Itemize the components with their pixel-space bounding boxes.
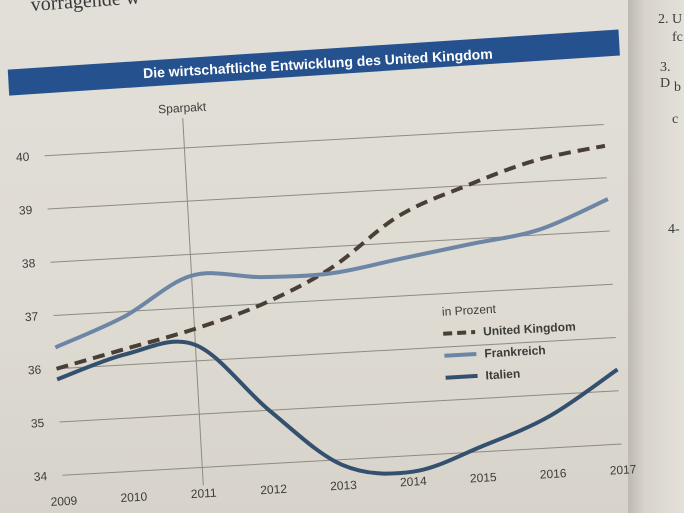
sparpakt-label: Sparpakt bbox=[158, 100, 207, 117]
grid-line bbox=[53, 283, 613, 316]
x-tick-label: 2017 bbox=[609, 462, 637, 477]
series-line-frankreich bbox=[54, 197, 609, 350]
legend: in Prozent United Kingdom Frankreich Itali… bbox=[442, 302, 576, 383]
margin-text-fragment: 4- bbox=[668, 222, 680, 237]
margin-text-fragment: c bbox=[672, 112, 679, 127]
y-tick-label: 38 bbox=[22, 256, 36, 271]
next-page-gutter bbox=[628, 0, 684, 513]
y-tick-label: 39 bbox=[19, 203, 33, 218]
series-lines bbox=[54, 143, 619, 476]
grid-line bbox=[56, 336, 616, 370]
sparpakt-annotation: Sparpakt bbox=[158, 100, 207, 486]
grid-line bbox=[47, 177, 607, 210]
margin-text-fragment: 3. D bbox=[660, 60, 671, 91]
legend-swatch bbox=[444, 351, 477, 358]
x-axis-ticks: 2009 2010 2011 2012 2013 2014 2015 2016 2017 bbox=[50, 462, 637, 509]
x-tick-label: 2013 bbox=[330, 478, 358, 493]
legend-label: United Kingdom bbox=[483, 319, 576, 338]
x-tick-label: 2014 bbox=[400, 474, 428, 489]
margin-text-fragment: b bbox=[674, 80, 681, 95]
sparpakt-marker-line bbox=[182, 117, 204, 486]
legend-label: Frankreich bbox=[484, 343, 546, 360]
title-bar-background bbox=[7, 29, 620, 96]
legend-swatch bbox=[445, 373, 478, 380]
grid-line bbox=[50, 230, 610, 263]
margin-text-fragment: 2. U bbox=[658, 12, 683, 27]
legend-title: in Prozent bbox=[442, 302, 497, 319]
x-tick-label: 2016 bbox=[539, 466, 567, 481]
x-tick-label: 2010 bbox=[120, 490, 148, 505]
series-line-united-kingdom bbox=[55, 143, 606, 371]
x-tick-label: 2015 bbox=[470, 470, 498, 485]
x-tick-label: 2011 bbox=[190, 486, 217, 501]
x-tick-label: 2009 bbox=[50, 493, 78, 508]
grid-line bbox=[59, 390, 619, 423]
series-line-italien bbox=[56, 339, 619, 476]
y-tick-label: 34 bbox=[33, 469, 47, 484]
margin-text-fragment: fc bbox=[672, 30, 683, 45]
y-axis-ticks: 34 35 36 37 38 39 40 bbox=[16, 150, 48, 484]
y-tick-label: 37 bbox=[25, 309, 39, 324]
grid-line bbox=[44, 123, 604, 157]
y-tick-label: 35 bbox=[30, 416, 44, 431]
legend-swatch bbox=[443, 329, 476, 336]
legend-label: Italien bbox=[485, 367, 520, 383]
y-tick-label: 40 bbox=[16, 150, 30, 165]
grid-lines bbox=[44, 123, 622, 476]
y-tick-label: 36 bbox=[28, 363, 42, 378]
grid-line bbox=[62, 443, 622, 476]
x-tick-label: 2012 bbox=[260, 482, 288, 497]
chart-title-bar: Die wirtschaftliche Entwicklung des Unit… bbox=[7, 29, 620, 96]
